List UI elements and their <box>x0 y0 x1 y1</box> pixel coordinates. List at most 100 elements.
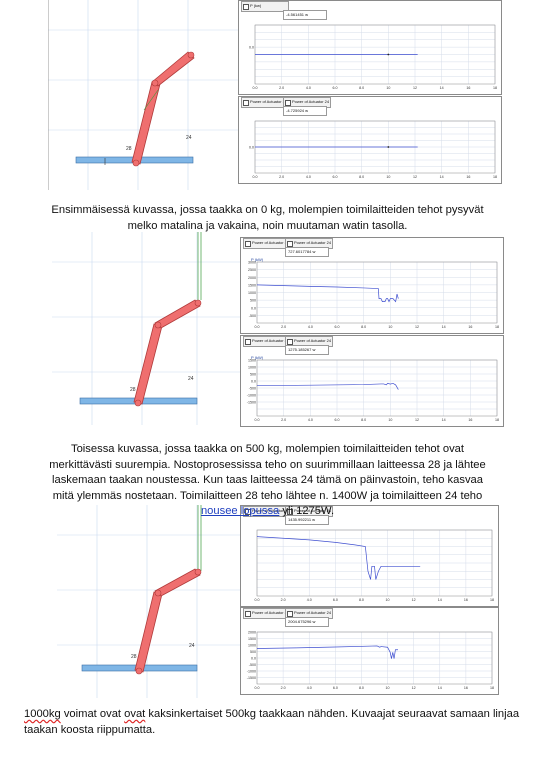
y-tick-label: -1500 <box>247 401 256 405</box>
x-tick-label: 6.0 <box>333 686 338 690</box>
power-plot-panel[interactable]: P (kw) -4.561451 w 0.0 0.0 2.0 4.0 6.0 8.0 10 12 1… <box>238 0 502 95</box>
x-tick-label: 8.0 <box>359 175 364 179</box>
power-trace-line <box>256 284 399 303</box>
y-tick-label: 1000 <box>248 366 256 370</box>
x-tick-label: 12 <box>413 86 417 90</box>
power-plot-panel[interactable]: Power of Actuator 24 Power of Actuator 24… <box>240 237 504 334</box>
plot-value-readout: 727.6017784 w <box>285 247 329 257</box>
x-tick-label: 12 <box>413 175 417 179</box>
x-tick-label: 14 <box>440 175 444 179</box>
plot-tab-label: Power of Actuator 24 <box>292 99 330 104</box>
plot-tab-label: Power of Actuator 24 <box>294 610 332 615</box>
y-tick-label: 1000 <box>248 644 256 648</box>
checkbox-icon[interactable] <box>245 240 251 247</box>
plot-frame <box>256 261 498 324</box>
y-axis-label: P (kW) <box>251 257 264 262</box>
plot-tab-label: Power of Actuator 24 <box>252 240 290 245</box>
plot-tab[interactable]: Power of Actuator 24 <box>241 97 289 108</box>
power-plot: 0.0 0.0 2.0 4.0 6.0 8.0 10 12 14 16 18 <box>249 120 497 179</box>
checkbox-icon[interactable] <box>287 508 293 515</box>
y-tick-label: 500 <box>250 299 256 303</box>
y-tick-label: -1000 <box>247 670 256 674</box>
plot-value-readout: 2004.675296 w <box>285 617 329 627</box>
label-24: 24 <box>189 643 195 649</box>
checkbox-icon[interactable] <box>245 338 251 345</box>
x-tick-label: 12 <box>412 686 416 690</box>
plot-tab-label: Power of Actuator 24 <box>252 610 290 615</box>
power-plot-panel[interactable]: Power of Actuator 24 Power of Actuator 24… <box>240 607 499 695</box>
x-tick-label: 14 <box>438 686 442 690</box>
paragraph-1: Ensimmäisessä kuvassa, jossa taakka on 0… <box>51 204 484 232</box>
y-tick-label: -1000 <box>247 394 256 398</box>
x-tick-label: 8.0 <box>359 86 364 90</box>
figure-1: 24 28 P (kw) -4.561451 w 0.0 0.0 2.0 4.0 6.0 8.… <box>48 0 503 190</box>
x-tick-label: 8.0 <box>361 325 366 329</box>
x-tick-label: 16 <box>468 325 472 329</box>
y-tick-label: 500 <box>250 373 256 377</box>
paragraph-3: 1000kg voimat ovat ovat kaksinkertaiset … <box>24 707 524 738</box>
y-tick-label: -1500 <box>247 676 256 680</box>
power-plot-panel[interactable]: Power of Actuator 24 Power of Actuator 24… <box>240 505 499 607</box>
x-tick-label: 12 <box>415 418 419 422</box>
x-tick-label: 10 <box>386 598 390 602</box>
checkbox-icon[interactable] <box>287 338 293 345</box>
power-plot: 2000 1500 1000 500 0.0 -500 -1000 -1500 0.0 2.0 4.… <box>247 631 494 691</box>
plot-tab[interactable]: Power of Actuator 24 <box>243 608 291 619</box>
x-tick-label: 0.0 <box>255 418 260 422</box>
x-tick-label: 18 <box>493 86 497 90</box>
plot-tab[interactable]: P (kw) <box>241 1 289 12</box>
plot-frame <box>256 529 493 597</box>
power-plot-panel[interactable]: Power of Actuator 24 Power of Actuator 24… <box>238 96 502 184</box>
y-tick-label: 500 <box>250 650 256 654</box>
checkbox-icon[interactable] <box>287 240 293 247</box>
x-tick-label: 16 <box>466 175 470 179</box>
x-tick-label: 14 <box>442 418 446 422</box>
power-plot-panel[interactable]: Power of Actuator 24 Power of Actuator 24… <box>240 335 504 427</box>
checkbox-icon[interactable] <box>287 610 293 617</box>
x-tick-label: 14 <box>440 86 444 90</box>
plot-tab[interactable]: Power of Actuator 24 <box>243 336 291 347</box>
label-24: 24 <box>186 135 192 141</box>
x-tick-label: 4.0 <box>306 175 311 179</box>
plot-tab-label: Power of Actuator 24 <box>252 338 290 343</box>
label-28: 28 <box>126 146 132 152</box>
mechanism-diagram: 24 28 <box>48 0 238 190</box>
x-tick-label: 2.0 <box>281 686 286 690</box>
x-tick-label: 12 <box>412 598 416 602</box>
figure-2: 24 28 Power of Actuator 24 Power of Actua… <box>52 232 504 427</box>
x-tick-label: 2.0 <box>279 175 284 179</box>
checkbox-icon[interactable] <box>243 3 249 10</box>
checkbox-icon[interactable] <box>245 508 251 515</box>
x-tick-label: 2.0 <box>281 418 286 422</box>
y-tick-label: -500 <box>249 663 256 667</box>
x-tick-label: 18 <box>495 325 499 329</box>
misspelled-word: ovat <box>124 708 146 720</box>
plot-tab[interactable]: Power of Actuator 24 <box>243 238 291 249</box>
x-tick-label: 2.0 <box>279 86 284 90</box>
y-tick-label: 2000 <box>248 276 256 280</box>
checkbox-icon[interactable] <box>285 99 291 106</box>
power-plot: 0.0 0.0 2.0 4.0 6.0 8.0 10 12 14 16 18 <box>249 24 497 90</box>
x-tick-label: 10 <box>386 175 390 179</box>
x-tick-label: 6.0 <box>333 598 338 602</box>
label-28: 28 <box>131 654 137 660</box>
x-tick-label: 0.0 <box>253 175 258 179</box>
power-trace-line <box>256 645 398 659</box>
y-tick-label: 1000 <box>248 291 256 295</box>
y-tick-label: -500 <box>249 314 256 318</box>
checkbox-icon[interactable] <box>243 99 249 106</box>
checkbox-icon[interactable] <box>245 610 251 617</box>
x-tick-label: 2.0 <box>281 325 286 329</box>
x-tick-label: 8.0 <box>359 686 364 690</box>
mechanism-diagram: 24 28 <box>52 232 242 425</box>
power-plot: 0.0 2.0 4.0 6.0 8.0 10 12 14 16 18 <box>255 529 494 602</box>
y-tick-label: 0.0 <box>249 146 254 150</box>
plot-tab-label: Power of Actuator 24 <box>294 240 332 245</box>
power-trace-line <box>256 382 399 390</box>
y-tick-label: 0.0 <box>251 657 256 661</box>
plot-tab-label: P (kw) <box>250 3 262 8</box>
x-tick-label: 6.0 <box>333 86 338 90</box>
paragraph-3-rest: kaksinkertaiset 500kg taakkaan nähden. K… <box>24 708 520 736</box>
y-tick-label: 0.0 <box>251 380 256 384</box>
x-tick-label: 6.0 <box>335 418 340 422</box>
